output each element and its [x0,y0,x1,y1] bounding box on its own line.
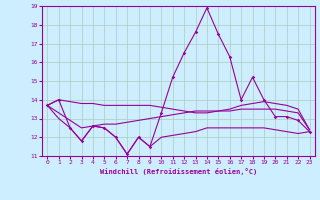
X-axis label: Windchill (Refroidissement éolien,°C): Windchill (Refroidissement éolien,°C) [100,168,257,175]
